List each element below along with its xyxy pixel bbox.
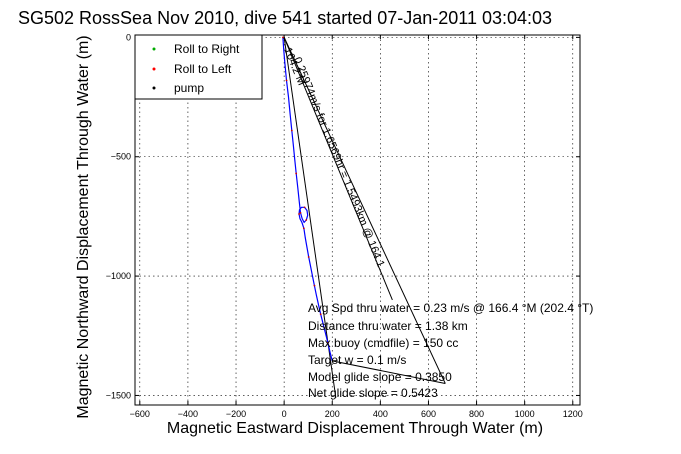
data-point	[285, 79, 288, 82]
info-target-w: Target w = 0.1 m/s	[308, 353, 406, 367]
annotation-lines	[283, 37, 446, 398]
heading-line	[283, 37, 337, 398]
current-line-b	[283, 37, 446, 384]
data-point	[305, 219, 308, 221]
series-track	[282, 37, 333, 361]
data-point	[290, 129, 293, 132]
y-tick-label: 0	[126, 32, 131, 42]
legend-label-roll-right: Roll to Right	[174, 42, 240, 56]
chart-title: SG502 RossSea Nov 2010, dive 541 started…	[18, 8, 552, 28]
y-tick-label: −500	[111, 152, 131, 162]
data-point	[303, 206, 306, 209]
x-tick-label: 1200	[563, 409, 583, 419]
x-tick-label: 200	[325, 409, 340, 419]
x-tick-label: 400	[373, 409, 388, 419]
x-tick-label: −600	[130, 409, 150, 419]
x-tick-label: 600	[421, 409, 436, 419]
data-point	[319, 313, 322, 316]
legend: Roll to Right Roll to Left pump	[134, 34, 263, 100]
data-point	[295, 172, 298, 175]
x-tick-label: −400	[178, 409, 198, 419]
info-model-glide: Model glide slope = 0.3850	[308, 370, 452, 384]
data-point	[282, 36, 284, 39]
info-net-glide: Net glide slope = 0.5423	[308, 386, 438, 400]
x-tick-label: 1000	[515, 409, 535, 419]
data-point	[299, 211, 302, 214]
series-group	[282, 36, 333, 361]
legend-label-pump: pump	[174, 81, 204, 95]
data-point	[298, 213, 300, 215]
plot-frame	[134, 34, 581, 406]
x-axis-label: Magnetic Eastward Displacement Through W…	[167, 420, 543, 437]
grid-lines	[135, 35, 580, 405]
y-axis-label: Magnetic Northward Displacement Through …	[75, 35, 92, 418]
legend-label-roll-left: Roll to Left	[174, 62, 232, 76]
legend-box	[134, 34, 263, 100]
y-tick-label: −1500	[106, 390, 131, 400]
data-point	[313, 284, 316, 287]
data-point	[307, 256, 310, 258]
current-line-a	[283, 37, 393, 301]
info-distance: Distance thru water = 1.38 km	[308, 319, 468, 333]
info-avg-speed: Avg Spd thru water = 0.23 m/s @ 166.4 °M…	[308, 301, 593, 315]
data-point	[327, 342, 329, 344]
legend-marker-roll-right	[152, 47, 156, 51]
x-tick-label: −200	[226, 409, 246, 419]
legend-marker-roll-left	[152, 67, 156, 71]
rotated-labels: 164.2 M0.25974m/s for 1.6569hr = 1.5493k…	[281, 46, 386, 269]
info-max-buoy: Max buoy (cmdfile) = 150 cc	[308, 336, 458, 350]
y-tick-label: −1000	[106, 271, 131, 281]
legend-marker-pump	[152, 86, 156, 90]
data-point	[302, 227, 305, 230]
axis-ticks: −600 −400 −200 0 200 400 600 800 1000 1200 −1500 −1…	[106, 32, 583, 419]
x-tick-label: 0	[282, 409, 287, 419]
x-tick-label: 800	[469, 409, 484, 419]
info-block: Avg Spd thru water = 0.23 m/s @ 166.4 °M…	[308, 301, 593, 400]
current-line-c	[332, 360, 446, 385]
